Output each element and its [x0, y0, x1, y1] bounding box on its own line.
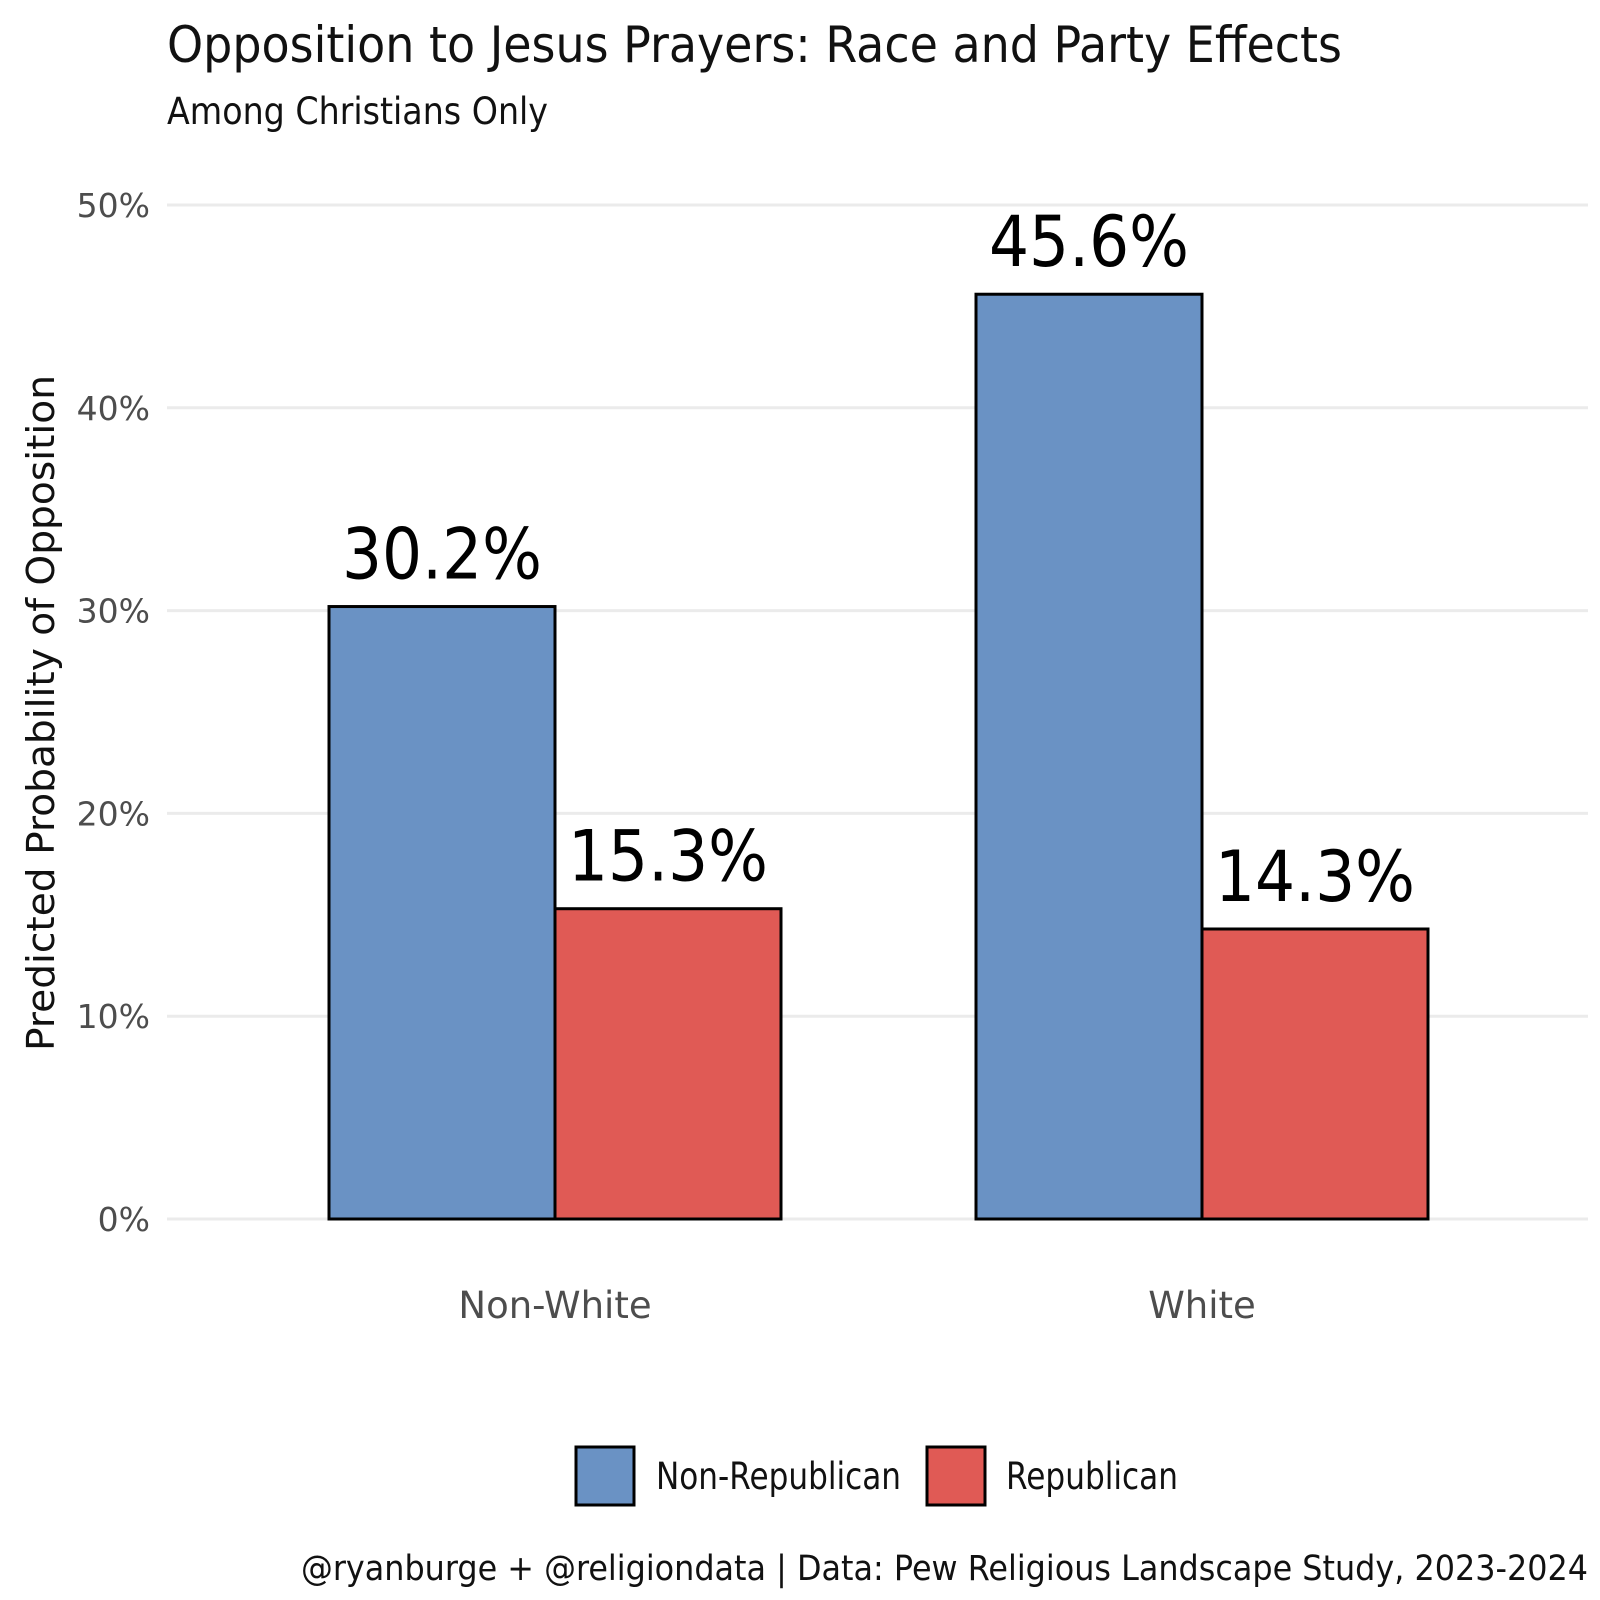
legend-swatch-republican — [925, 1445, 987, 1507]
chart-title: Opposition to Jesus Prayers: Race and Pa… — [167, 16, 1342, 74]
x-category-label-white: White — [1148, 1284, 1256, 1327]
legend: Non-Republican Republican — [574, 1445, 1178, 1507]
data-label-republican-white: 14.3% — [1215, 836, 1415, 918]
legend-swatch-non-republican — [574, 1445, 636, 1507]
data-label-republican-non-white: 15.3% — [568, 816, 768, 898]
legend-label-republican: Republican — [1006, 1455, 1178, 1498]
bar-republican-white — [1200, 927, 1430, 1221]
chart-subtitle: Among Christians Only — [167, 90, 548, 133]
y-axis-label: Predicted Probability of Opposition — [19, 375, 63, 1051]
data-label-non-republican-non-white: 30.2% — [342, 514, 542, 596]
y-tick-label-40: 40% — [77, 389, 150, 428]
bar-non-republican-white — [974, 292, 1204, 1221]
x-axis-categories: Non-White White — [458, 1284, 1255, 1327]
data-label-non-republican-white: 45.6% — [989, 201, 1189, 283]
y-tick-label-50: 50% — [77, 186, 150, 225]
x-category-label-non-white: Non-White — [458, 1284, 651, 1327]
y-tick-label-0: 0% — [98, 1200, 150, 1239]
bars — [327, 292, 1430, 1221]
y-tick-label-20: 20% — [77, 794, 150, 833]
y-tick-label-10: 10% — [77, 997, 150, 1036]
chart-caption: @ryanburge + @religiondata | Data: Pew R… — [301, 1549, 1588, 1589]
bar-republican-non-white — [553, 907, 783, 1221]
y-axis-ticks: 0% 10% 20% 30% 40% 50% — [77, 186, 150, 1239]
legend-label-non-republican: Non-Republican — [656, 1455, 901, 1498]
bar-non-republican-non-white — [327, 605, 557, 1221]
bar-data-labels: 30.2% 15.3% 45.6% 14.3% — [342, 201, 1415, 918]
y-tick-label-30: 30% — [77, 592, 150, 631]
